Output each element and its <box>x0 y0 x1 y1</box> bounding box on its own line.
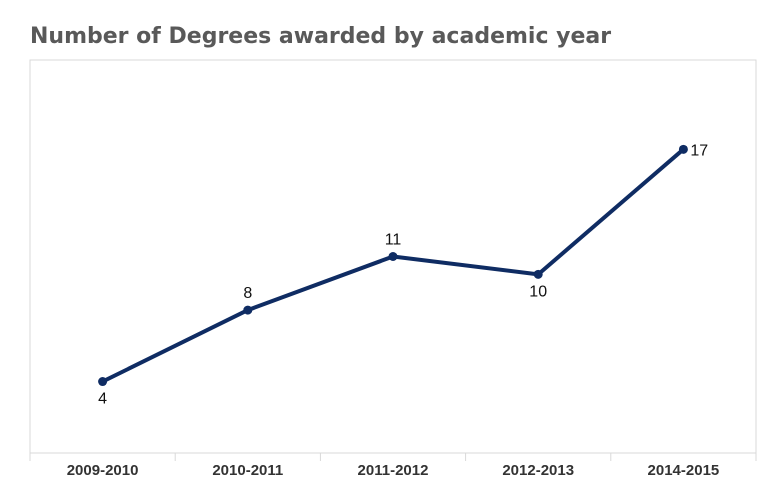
data-point <box>678 144 688 154</box>
x-tick-label: 2009-2010 <box>67 462 139 479</box>
data-point <box>533 269 543 279</box>
x-tick-label: 2012-2013 <box>502 462 574 479</box>
data-point <box>98 377 108 387</box>
data-label: 11 <box>385 232 402 249</box>
series-line <box>100 147 686 384</box>
data-label: 4 <box>98 391 107 408</box>
data-label: 17 <box>690 142 708 159</box>
data-point <box>388 252 398 261</box>
series-group <box>98 144 688 387</box>
x-tick-label: 2010-2011 <box>212 462 283 479</box>
data-label: 10 <box>529 283 547 300</box>
x-tick-label: 2011-2012 <box>358 462 429 479</box>
x-tick-label: 2014-2015 <box>648 462 720 479</box>
plot-frame <box>29 59 757 454</box>
data-labels-group: 4 8 11 10 17 <box>98 142 708 407</box>
chart-title: Number of Degrees awarded by academic ye… <box>30 24 612 49</box>
data-point <box>243 305 253 315</box>
x-axis: 2009-2010 2010-2011 2011-2012 2012-2013 2014… <box>29 453 757 479</box>
data-label: 8 <box>243 285 252 302</box>
